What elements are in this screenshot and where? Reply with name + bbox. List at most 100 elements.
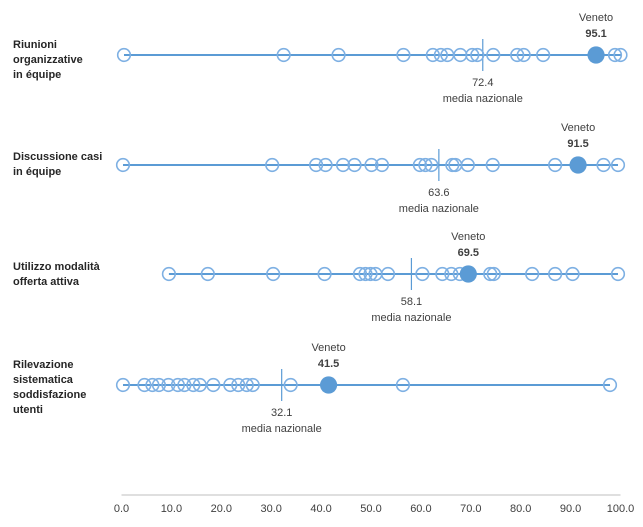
x-axis-tick-label: 40.0	[310, 503, 331, 515]
veneto-dot	[459, 265, 477, 283]
data-point-circle	[610, 157, 626, 173]
data-point-circle	[364, 157, 379, 173]
data-point-circle	[331, 47, 346, 63]
veneto-annotation-name: Veneto	[561, 122, 595, 134]
data-point-circle	[415, 266, 430, 282]
data-point-circle	[161, 377, 176, 393]
row-label-line: Discussione casi	[13, 151, 103, 163]
data-point-circle	[510, 47, 525, 63]
row-label-line: offerta attiva	[13, 276, 80, 288]
data-point-circle	[317, 266, 332, 282]
data-point-circle	[115, 157, 131, 173]
data-point-circle	[151, 377, 167, 393]
data-point-circle	[536, 47, 551, 63]
data-point-circle	[435, 266, 450, 282]
data-point-circle	[470, 47, 485, 63]
veneto-annotation-value: 95.1	[585, 28, 606, 40]
mean-annotation-caption: media nazionale	[242, 423, 322, 435]
mean-annotation-value: 32.1	[271, 407, 292, 419]
data-point-circle	[161, 266, 177, 282]
data-point-circle	[613, 47, 628, 63]
x-axis-tick-label: 50.0	[360, 503, 381, 515]
data-point-circle	[231, 377, 246, 393]
data-point-circle	[486, 266, 501, 282]
data-point-circle	[460, 157, 475, 173]
data-point-circle	[425, 47, 440, 63]
veneto-annotation-value: 41.5	[318, 358, 339, 370]
data-point-circle	[483, 266, 498, 282]
data-point-circle	[347, 157, 362, 173]
row-label-line: in équipe	[13, 166, 62, 178]
data-point-circle	[115, 377, 131, 393]
data-point-circle	[318, 157, 333, 173]
mean-annotation-caption: media nazionale	[443, 93, 523, 105]
data-point-circle	[283, 377, 298, 393]
data-point-circle	[565, 266, 580, 282]
data-point-circle	[516, 47, 531, 63]
veneto-annotation-value: 91.5	[567, 138, 588, 150]
data-point-circle	[186, 377, 201, 393]
data-point-circle	[525, 266, 540, 282]
veneto-dot	[587, 46, 605, 64]
x-axis-tick-label: 20.0	[211, 503, 232, 515]
mean-annotation-value: 72.4	[472, 77, 493, 89]
data-point-circle	[309, 157, 324, 173]
row-label-line: sistematica	[13, 374, 73, 386]
data-point-circle	[352, 266, 368, 282]
data-point-circle	[170, 377, 185, 393]
mean-annotation-value: 63.6	[428, 187, 449, 199]
data-point-circle	[486, 47, 501, 63]
x-axis-tick-label: 0.0	[114, 503, 129, 515]
data-point-circle	[358, 266, 373, 282]
data-point-circle	[602, 377, 618, 393]
data-point-circle	[239, 377, 254, 393]
data-point-circle	[276, 47, 291, 63]
row-label: Rilevazione sistematica soddisfazione utent…	[13, 358, 117, 418]
mean-annotation-caption: media nazionale	[371, 312, 451, 324]
data-point-circle	[607, 47, 623, 63]
data-point-circle	[374, 157, 390, 173]
data-point-circle	[266, 266, 281, 282]
veneto-annotation-name: Veneto	[311, 342, 345, 354]
data-point-circle	[137, 377, 152, 393]
x-axis-tick-label: 10.0	[161, 503, 182, 515]
data-point-circle	[177, 377, 192, 393]
x-axis-tick-label: 70.0	[460, 503, 481, 515]
data-point-circle	[412, 157, 428, 173]
row-label: Utilizzo modalità offerta attiva	[13, 260, 117, 290]
row-label-line: in équipe	[13, 69, 62, 81]
data-point-circle	[485, 157, 500, 173]
data-point-circle	[145, 377, 160, 393]
data-point-circle	[192, 377, 207, 393]
row-label-line: Riunioni	[13, 39, 57, 51]
row-label-line: utenti	[13, 404, 43, 416]
x-axis-tick-label: 60.0	[410, 503, 431, 515]
data-point-circle	[380, 266, 396, 282]
x-axis-tick-label: 100.0	[607, 503, 635, 515]
mean-annotation-value: 58.1	[401, 296, 422, 308]
row-label-line: soddisfazione	[13, 389, 87, 401]
data-point-circle	[548, 157, 563, 173]
data-point-circle	[596, 157, 611, 173]
data-point-circle	[548, 266, 563, 282]
data-point-circle	[363, 266, 378, 282]
data-point-circle	[200, 266, 215, 282]
x-axis-tick-label: 80.0	[510, 503, 531, 515]
data-point-circle	[465, 47, 480, 63]
data-point-circle	[245, 377, 260, 393]
data-point-circle	[206, 377, 221, 393]
row-label: Riunioni organizzative in équipe	[13, 38, 117, 83]
data-point-circle	[433, 47, 448, 63]
row-label: Discussione casi in équipe	[13, 150, 117, 180]
row-label-line: organizzative	[13, 54, 83, 66]
veneto-dot	[569, 156, 587, 174]
data-point-circle	[395, 377, 411, 393]
data-point-circle	[335, 157, 351, 173]
data-point-circle	[418, 157, 433, 173]
data-point-circle	[396, 47, 411, 63]
x-axis-tick-label: 90.0	[560, 503, 581, 515]
x-axis-tick-label: 30.0	[260, 503, 281, 515]
veneto-annotation-value: 69.5	[458, 247, 479, 259]
data-point-circle	[265, 157, 280, 173]
